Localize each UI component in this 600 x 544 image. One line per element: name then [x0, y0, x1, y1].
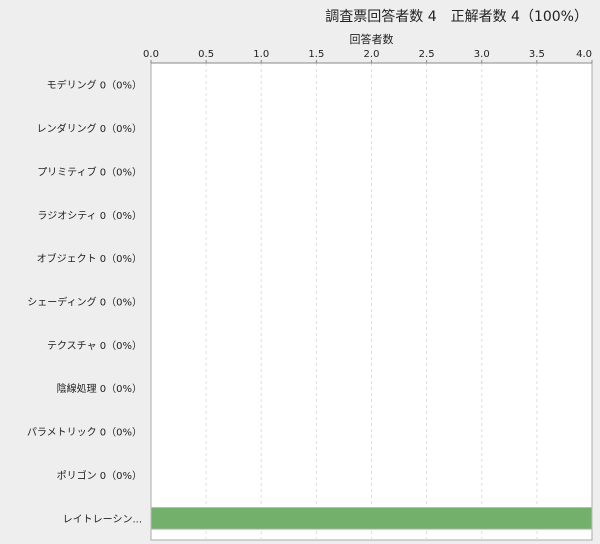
x-tick-label: 0.0	[143, 49, 159, 60]
category-label: レイトレーシン...	[63, 514, 142, 525]
x-tick-label: 2.0	[364, 49, 380, 60]
bar	[150, 506, 593, 530]
x-tick-label: 1.0	[253, 49, 269, 60]
category-label: シェーディング 0（0%）	[27, 296, 142, 309]
category-label: テクスチャ 0（0%）	[47, 340, 142, 352]
category-label: レンダリング 0（0%）	[37, 122, 142, 135]
plot-area	[150, 62, 593, 541]
x-tick-label: 0.5	[198, 49, 214, 60]
category-label: オブジェクト 0（0%）	[37, 252, 142, 265]
category-label: プリミティブ 0（0%）	[37, 165, 142, 178]
category-label: ポリゴン 0（0%）	[57, 469, 142, 482]
x-axis-label: 回答者数	[349, 33, 394, 46]
chart-title: 調査票回答者数 4 正解者数 4（100%）	[325, 9, 588, 25]
category-label: モデリング 0（0%）	[47, 79, 142, 92]
x-tick-label: 1.5	[308, 49, 324, 60]
x-tick-label: 3.0	[474, 49, 490, 60]
category-label: パラメトリック 0（0%）	[27, 427, 142, 439]
x-tick-label: 2.5	[419, 49, 435, 60]
x-tick-label: 3.5	[529, 49, 545, 60]
category-label: 陰線処理 0（0%）	[57, 382, 142, 395]
x-tick-label: 4.0	[576, 49, 592, 60]
category-label: ラジオシティ 0（0%）	[37, 210, 142, 222]
